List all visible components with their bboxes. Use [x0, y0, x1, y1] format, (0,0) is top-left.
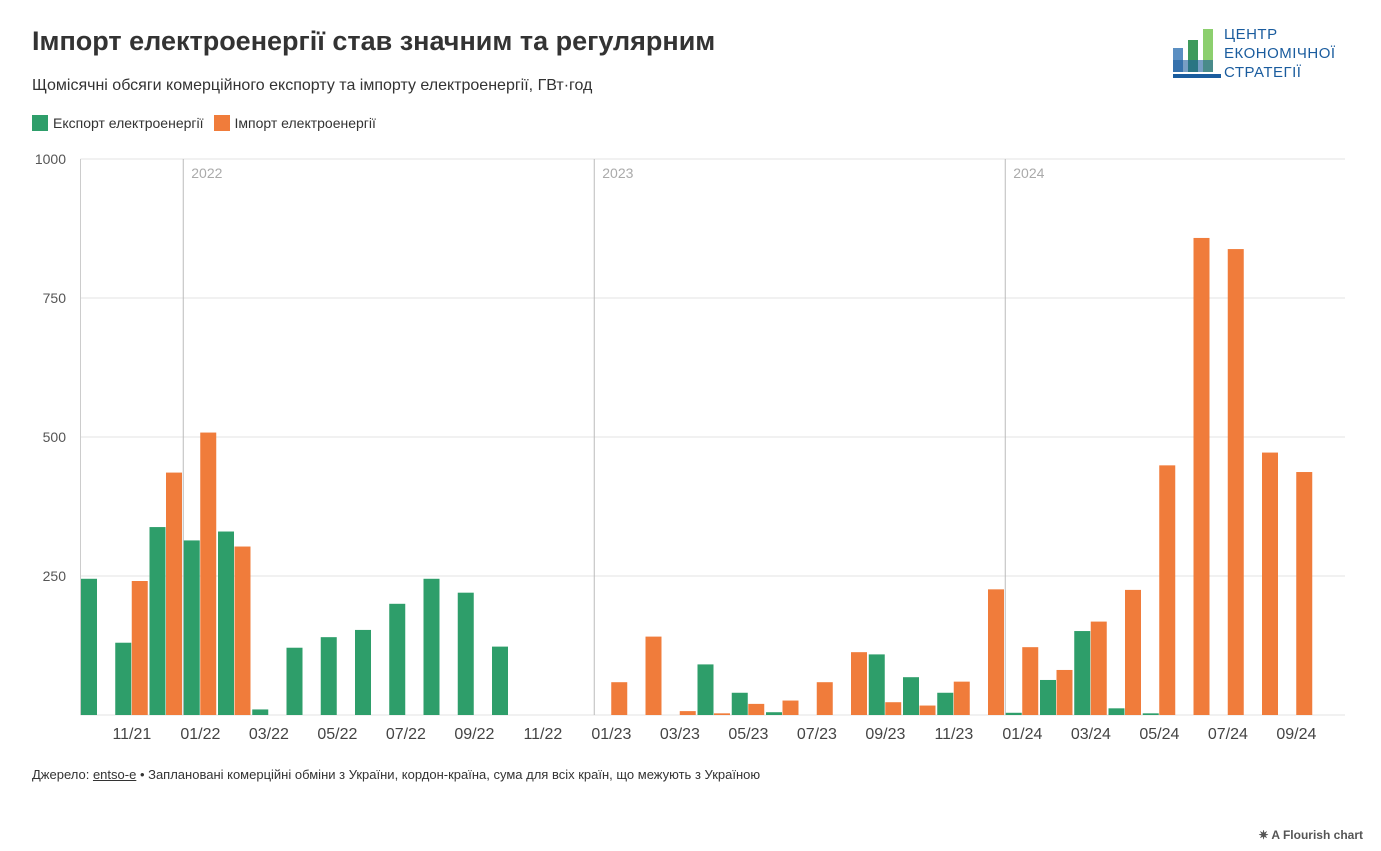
export-bar — [286, 647, 303, 715]
export-bar — [937, 692, 954, 715]
import-bar — [234, 546, 251, 715]
chart-subtitle: Щомісячні обсяги комерційного експорту т… — [32, 77, 593, 94]
x-tick-label: 09/23 — [865, 726, 905, 743]
x-tick-label: 11/21 — [112, 726, 151, 743]
import-bar — [131, 581, 148, 715]
import-bar — [645, 636, 662, 715]
import-bar — [748, 703, 765, 715]
import-bar — [988, 589, 1004, 715]
export-bar — [457, 592, 474, 715]
import-bar — [919, 705, 936, 715]
import-bar — [1159, 465, 1176, 715]
import-bar — [885, 702, 902, 715]
legend-swatch-export — [32, 115, 48, 131]
import-bar — [1296, 472, 1313, 715]
import-bar — [953, 681, 970, 715]
x-tick-label: 11/23 — [934, 726, 973, 743]
export-bar — [1142, 713, 1159, 715]
x-tick-label: 09/24 — [1276, 726, 1316, 743]
export-bar — [252, 709, 269, 715]
x-tick-label: 03/22 — [249, 726, 289, 743]
import-bar — [1056, 669, 1073, 715]
x-tick-label: 07/24 — [1208, 726, 1248, 743]
export-bar — [423, 578, 440, 715]
year-marker-label: 2022 — [191, 165, 222, 181]
import-bar — [679, 711, 696, 715]
import-bar — [782, 700, 799, 715]
x-tick-label: 11/22 — [523, 726, 562, 743]
export-bar — [389, 603, 406, 715]
x-tick-label: 01/23 — [591, 726, 631, 743]
export-bar — [183, 540, 200, 715]
legend-swatch-import — [213, 115, 230, 131]
x-tick-label: 05/24 — [1139, 726, 1179, 743]
logo-bars-icon — [1173, 29, 1221, 78]
logo-text: ЦЕНТР ЕКОНОМІЧНОЇ СТРАТЕГІЇ — [1224, 25, 1336, 82]
legend-item-import[interactable]: Імпорт електроенергії — [213, 115, 376, 131]
export-bar — [731, 692, 748, 715]
import-bar — [611, 682, 628, 715]
x-tick-label: 07/23 — [797, 726, 837, 743]
x-tick-label: 01/22 — [180, 726, 220, 743]
year-marker-label: 2023 — [602, 165, 633, 181]
export-bar — [697, 664, 714, 715]
logo-line: ЕКОНОМІЧНОЇ — [1224, 45, 1336, 62]
import-bar — [714, 713, 730, 715]
export-bar — [115, 642, 132, 715]
import-bar — [1022, 647, 1039, 715]
import-bar — [1090, 621, 1107, 715]
x-tick-label: 07/22 — [386, 726, 426, 743]
legend-item-export[interactable]: Експорт електроенергії — [32, 115, 204, 131]
y-tick-label: 1000 — [35, 151, 66, 167]
import-bar — [200, 432, 217, 715]
import-bar — [1125, 589, 1141, 715]
import-bar — [816, 682, 833, 715]
import-bar — [1193, 237, 1210, 715]
export-bar — [149, 527, 166, 715]
year-marker-label: 2024 — [1013, 165, 1044, 181]
flourish-credit-text: A Flourish chart — [1271, 828, 1363, 842]
export-bar — [81, 578, 97, 715]
export-bar — [1108, 708, 1125, 715]
legend: Експорт електроенергії Імпорт електроене… — [32, 115, 376, 131]
export-bar — [320, 637, 337, 715]
export-bar — [218, 531, 234, 715]
source-text: • Заплановані комерційні обміни з Україн… — [136, 767, 761, 782]
flourish-icon: ✷ — [1258, 828, 1272, 842]
import-bar — [851, 652, 867, 715]
export-bar — [766, 712, 782, 715]
y-tick-label: 250 — [43, 568, 67, 584]
flourish-credit[interactable]: ✷ A Flourish chart — [1258, 828, 1363, 842]
chart-title: Імпорт електроенергії став значним та ре… — [32, 26, 716, 56]
x-tick-label: 09/22 — [454, 726, 494, 743]
x-tick-label: 03/23 — [660, 726, 700, 743]
legend-label-export: Експорт електроенергії — [53, 115, 204, 131]
export-bar — [355, 629, 371, 715]
export-bar — [1005, 712, 1022, 715]
import-bar — [1262, 452, 1278, 715]
y-tick-label: 750 — [43, 290, 67, 306]
x-tick-label: 05/22 — [317, 726, 357, 743]
source-link[interactable]: entso-e — [92, 767, 137, 782]
export-bar — [1074, 631, 1091, 715]
source-prefix: Джерело: — [32, 767, 93, 782]
x-tick-label: 01/24 — [1002, 726, 1042, 743]
import-bar — [1227, 249, 1244, 715]
logo-line: ЦЕНТР — [1224, 26, 1278, 43]
import-bar — [166, 472, 182, 715]
y-tick-label: 500 — [43, 429, 67, 445]
export-bar — [903, 677, 919, 715]
export-bar — [1040, 679, 1056, 715]
export-bar — [492, 646, 508, 715]
logo-line: СТРАТЕГІЇ — [1224, 64, 1302, 81]
x-tick-label: 05/23 — [728, 726, 768, 743]
source-note: Джерело: entso-e • Заплановані комерційн… — [32, 767, 760, 782]
legend-label-import: Імпорт електроенергії — [234, 115, 376, 131]
x-tick-label: 03/24 — [1071, 726, 1111, 743]
export-bar — [868, 654, 885, 715]
